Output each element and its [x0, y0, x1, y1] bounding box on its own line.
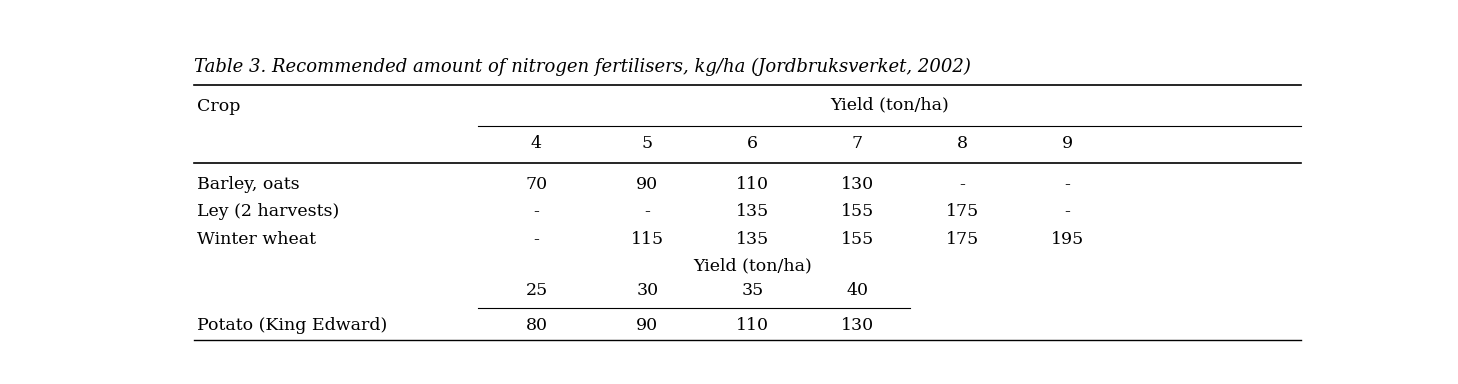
Text: Table 3. Recommended amount of nitrogen fertilisers, kg/ha (Jordbruksverket, 200: Table 3. Recommended amount of nitrogen … — [194, 58, 971, 76]
Text: Ley (2 harvests): Ley (2 harvests) — [197, 203, 340, 220]
Text: 4: 4 — [531, 135, 542, 152]
Text: -: - — [534, 203, 539, 220]
Text: 90: 90 — [636, 317, 658, 334]
Text: 90: 90 — [636, 175, 658, 193]
Text: 80: 80 — [525, 317, 548, 334]
Text: -: - — [959, 175, 965, 193]
Text: Barley, oats: Barley, oats — [197, 175, 299, 193]
Text: 25: 25 — [525, 281, 548, 298]
Text: 5: 5 — [642, 135, 653, 152]
Text: -: - — [1064, 175, 1070, 193]
Text: 70: 70 — [525, 175, 548, 193]
Text: Winter wheat: Winter wheat — [197, 231, 316, 248]
Text: Yield (ton/ha): Yield (ton/ha) — [693, 258, 812, 275]
Text: 110: 110 — [736, 175, 768, 193]
Text: 195: 195 — [1051, 231, 1085, 248]
Text: 110: 110 — [736, 317, 768, 334]
Text: 130: 130 — [841, 175, 873, 193]
Text: -: - — [1064, 203, 1070, 220]
Text: 6: 6 — [746, 135, 758, 152]
Text: 8: 8 — [956, 135, 968, 152]
Text: Yield (ton/ha): Yield (ton/ha) — [830, 97, 949, 114]
Text: 175: 175 — [946, 203, 980, 220]
Text: 40: 40 — [847, 281, 869, 298]
Text: Potato (King Edward): Potato (King Edward) — [197, 317, 388, 334]
Text: 135: 135 — [736, 203, 768, 220]
Text: 9: 9 — [1061, 135, 1073, 152]
Text: 30: 30 — [636, 281, 658, 298]
Text: 155: 155 — [841, 231, 873, 248]
Text: 135: 135 — [736, 231, 768, 248]
Text: 7: 7 — [851, 135, 863, 152]
Text: 115: 115 — [631, 231, 663, 248]
Text: 130: 130 — [841, 317, 873, 334]
Text: 155: 155 — [841, 203, 873, 220]
Text: Crop: Crop — [197, 98, 241, 115]
Text: -: - — [644, 203, 650, 220]
Text: 35: 35 — [741, 281, 764, 298]
Text: -: - — [534, 231, 539, 248]
Text: 175: 175 — [946, 231, 980, 248]
